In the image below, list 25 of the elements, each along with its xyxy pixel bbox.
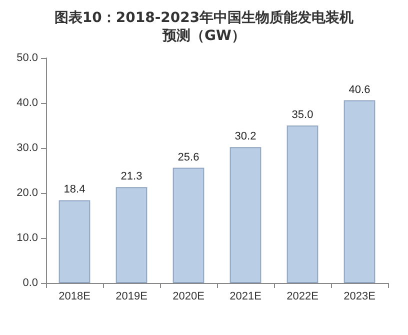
x-tick-label: 2022E xyxy=(286,290,318,302)
data-label: 18.4 xyxy=(64,184,86,196)
bar xyxy=(172,168,204,283)
bar xyxy=(116,187,148,283)
data-label: 25.6 xyxy=(178,151,200,164)
bar xyxy=(58,200,90,283)
x-tick-label: 2023E xyxy=(344,290,376,302)
bar xyxy=(286,126,318,283)
y-tick-label: 30.0 xyxy=(16,142,38,154)
y-tick-label: 20.0 xyxy=(16,187,38,199)
data-label: 35.0 xyxy=(292,109,314,121)
data-label: 30.2 xyxy=(234,130,256,143)
x-tick-label: 2020E xyxy=(172,290,204,302)
bar xyxy=(344,100,376,283)
data-label: 21.3 xyxy=(120,170,142,183)
chart-title: 图表10：2018-2023年中国生物质能发电装机预测（GW） xyxy=(54,9,354,44)
x-tick-label: 2018E xyxy=(58,290,90,302)
x-tick-label: 2019E xyxy=(116,290,148,302)
bar xyxy=(230,147,262,283)
x-tick-label: 2021E xyxy=(230,290,262,302)
y-tick-label: 10.0 xyxy=(16,232,38,244)
y-tick-label: 50.0 xyxy=(16,52,38,64)
data-label: 40.6 xyxy=(348,84,370,96)
y-tick-label: 40.0 xyxy=(16,97,38,109)
y-tick-label: 0.0 xyxy=(22,277,38,289)
